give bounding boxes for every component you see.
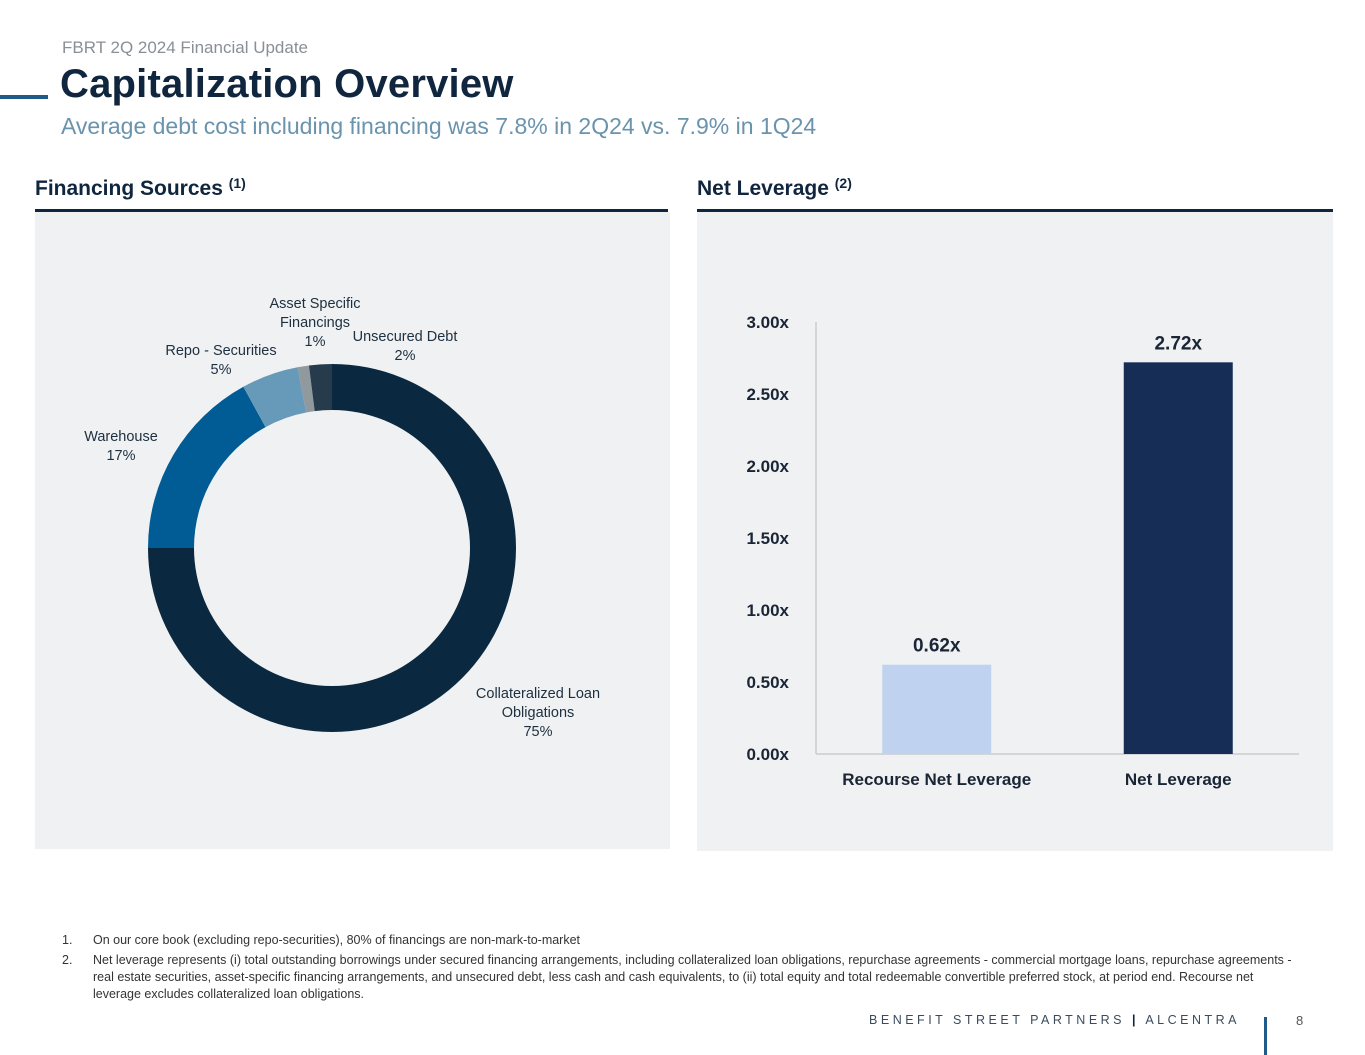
eyebrow: FBRT 2Q 2024 Financial Update <box>62 38 309 57</box>
footnote-text: Net leverage represents (i) total outsta… <box>93 953 1292 1001</box>
donut-label-percent: 2% <box>395 348 416 364</box>
net-leverage-title: Net Leverage <box>697 177 829 200</box>
y-tick-label: 2.50x <box>746 385 789 404</box>
net-leverage-panel: 0.00x 0.50x 1.00x 1.50x 2.00x 2.50x 3.00x 0.62x… <box>697 212 1333 851</box>
donut-label-asset-specific-financings: Asset Specific Financings 1% <box>269 296 360 350</box>
x-category-label: Net Leverage <box>1125 770 1232 789</box>
title-accent-rule <box>0 95 48 99</box>
y-tick-label: 2.00x <box>746 457 789 476</box>
bar-value-label: 0.62x <box>913 636 961 657</box>
bar-net-leverage <box>1123 362 1233 754</box>
donut-slice-repo-securities <box>243 367 307 428</box>
y-tick-label: 0.00x <box>746 745 789 764</box>
donut-label-percent: 17% <box>106 448 135 464</box>
donut-label-percent: 5% <box>211 362 232 378</box>
donut-label-line: Repo - Securities <box>165 343 276 359</box>
financing-sources-title: Financing Sources <box>35 177 223 200</box>
page-title: Capitalization Overview <box>60 62 514 106</box>
page-number: 8 <box>1296 1013 1304 1028</box>
page-subtitle: Average debt cost including financing wa… <box>61 113 817 139</box>
footnote-text: On our core book (excluding repo-securit… <box>93 933 581 947</box>
donut-label-unsecured-debt: Unsecured Debt 2% <box>353 329 458 364</box>
donut-label-line: Collateralized Loan <box>476 686 600 702</box>
brand-benefit-street: BENEFIT STREET PARTNERS <box>869 1013 1126 1027</box>
financing-sources-rule <box>35 209 668 212</box>
donut-slice-warehouse <box>148 386 266 548</box>
donut-label-warehouse: Warehouse 17% <box>84 429 158 464</box>
financing-sources-heading: Financing Sources (1) <box>35 175 246 201</box>
bar-recourse-net-leverage <box>882 664 992 754</box>
y-tick-label: 0.50x <box>746 673 789 692</box>
footnote-number: 2. <box>62 953 73 967</box>
donut-label-line: Asset Specific <box>269 296 360 312</box>
footnote-1: 1. On our core book (excluding repo-secu… <box>62 932 1292 949</box>
footer-brand: BENEFIT STREET PARTNERS | ALCENTRA <box>869 1013 1240 1027</box>
footer-accent-bar <box>1264 1017 1267 1055</box>
donut-slice-asset-specific-financings <box>297 365 315 413</box>
donut-label-collateralized-loan-obligations: Collateralized Loan Obligations 75% <box>476 686 600 740</box>
brand-separator: | <box>1132 1013 1140 1027</box>
donut-label-percent: 1% <box>305 334 326 350</box>
financing-sources-note: (1) <box>228 175 246 191</box>
net-leverage-heading: Net Leverage (2) <box>697 175 852 201</box>
bar-value-label: 2.72x <box>1154 333 1202 354</box>
footnotes: 1. On our core book (excluding repo-secu… <box>62 932 1292 1006</box>
donut-slice-unsecured-debt <box>308 364 332 412</box>
donut-label-percent: 75% <box>523 724 552 740</box>
donut-label-line: Financings <box>280 315 350 331</box>
brand-alcentra: ALCENTRA <box>1145 1013 1240 1027</box>
y-tick-label: 3.00x <box>746 313 789 332</box>
donut-label-line: Obligations <box>502 705 575 721</box>
donut-label-repo-securities: Repo - Securities 5% <box>165 343 276 378</box>
donut-label-line: Warehouse <box>84 429 158 445</box>
financing-sources-panel: Collateralized Loan Obligations 75% Warehou… <box>35 212 670 849</box>
net-leverage-note: (2) <box>834 175 852 191</box>
financing-sources-donut-chart: Collateralized Loan Obligations 75% Warehou… <box>84 296 600 740</box>
net-leverage-bar-chart: 0.00x 0.50x 1.00x 1.50x 2.00x 2.50x 3.00x 0.62x… <box>746 313 1299 789</box>
y-tick-label: 1.50x <box>746 529 789 548</box>
y-tick-label: 1.00x <box>746 601 789 620</box>
footnote-2: 2. Net leverage represents (i) total out… <box>62 952 1292 1003</box>
donut-label-line: Unsecured Debt <box>353 329 458 345</box>
net-leverage-rule <box>697 209 1333 212</box>
x-category-label: Recourse Net Leverage <box>842 770 1031 789</box>
footnote-number: 1. <box>62 933 73 947</box>
